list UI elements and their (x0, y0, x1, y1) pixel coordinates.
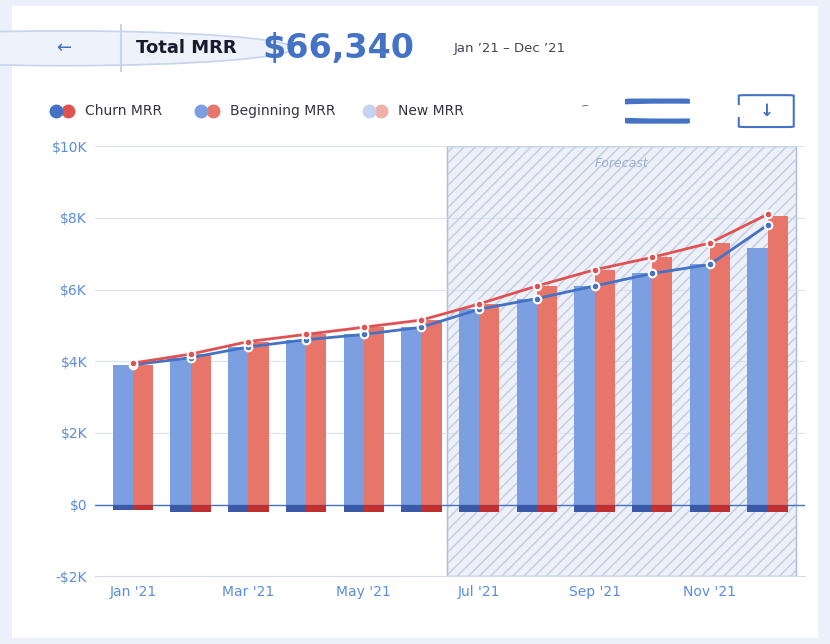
Bar (710, 243, 730, 505)
Bar (632, 274, 652, 505)
Bar (574, 505, 594, 512)
Bar (594, 270, 615, 505)
Text: Jan ’21 – Dec ’21: Jan ’21 – Dec ’21 (453, 42, 565, 55)
Bar (248, 341, 269, 505)
Bar (537, 505, 557, 512)
Bar (447, 146, 797, 576)
Bar (422, 505, 442, 512)
Bar (228, 347, 248, 505)
Bar (690, 505, 710, 512)
Text: ↓: ↓ (759, 102, 774, 120)
Bar (170, 505, 191, 512)
Bar (690, 265, 710, 505)
Bar (248, 505, 269, 512)
Bar (306, 334, 326, 505)
Bar (133, 505, 154, 510)
Bar (768, 216, 788, 505)
FancyBboxPatch shape (739, 95, 793, 127)
Circle shape (564, 104, 778, 118)
Text: Total MRR: Total MRR (136, 39, 237, 57)
Text: $66,340: $66,340 (262, 32, 414, 65)
Bar (401, 505, 422, 512)
Bar (747, 249, 768, 505)
Bar (286, 505, 306, 512)
Text: ←: ← (56, 39, 71, 57)
Bar (537, 286, 557, 505)
Bar (364, 327, 384, 505)
Bar (286, 340, 306, 505)
FancyBboxPatch shape (625, 99, 690, 124)
Bar (479, 505, 500, 512)
Text: Churn MRR: Churn MRR (85, 104, 162, 118)
Bar (479, 304, 500, 505)
Bar (113, 365, 133, 505)
Text: Currency: Currency (579, 104, 642, 118)
Bar (228, 505, 248, 512)
Bar (516, 299, 537, 505)
Bar (133, 365, 154, 505)
Bar (344, 505, 364, 512)
Bar (516, 505, 537, 512)
Circle shape (0, 31, 293, 66)
Text: New MRR: New MRR (398, 104, 464, 118)
Bar (710, 505, 730, 512)
Text: Beginning MRR: Beginning MRR (230, 104, 335, 118)
Bar (747, 505, 768, 512)
Bar (191, 354, 211, 505)
Bar (191, 505, 211, 512)
Bar (574, 286, 594, 505)
Bar (364, 505, 384, 512)
Bar (652, 505, 672, 512)
Bar (652, 258, 672, 505)
Text: Forecast: Forecast (595, 157, 649, 170)
Bar (344, 334, 364, 505)
Bar (113, 505, 133, 510)
Bar (459, 505, 479, 512)
Bar (768, 505, 788, 512)
Text: Percent: Percent (691, 104, 744, 118)
Bar (459, 309, 479, 505)
Bar (594, 505, 615, 512)
Bar (632, 505, 652, 512)
Bar (422, 320, 442, 505)
Bar (447, 146, 797, 576)
Bar (306, 505, 326, 512)
Bar (401, 327, 422, 505)
Bar (170, 357, 191, 505)
